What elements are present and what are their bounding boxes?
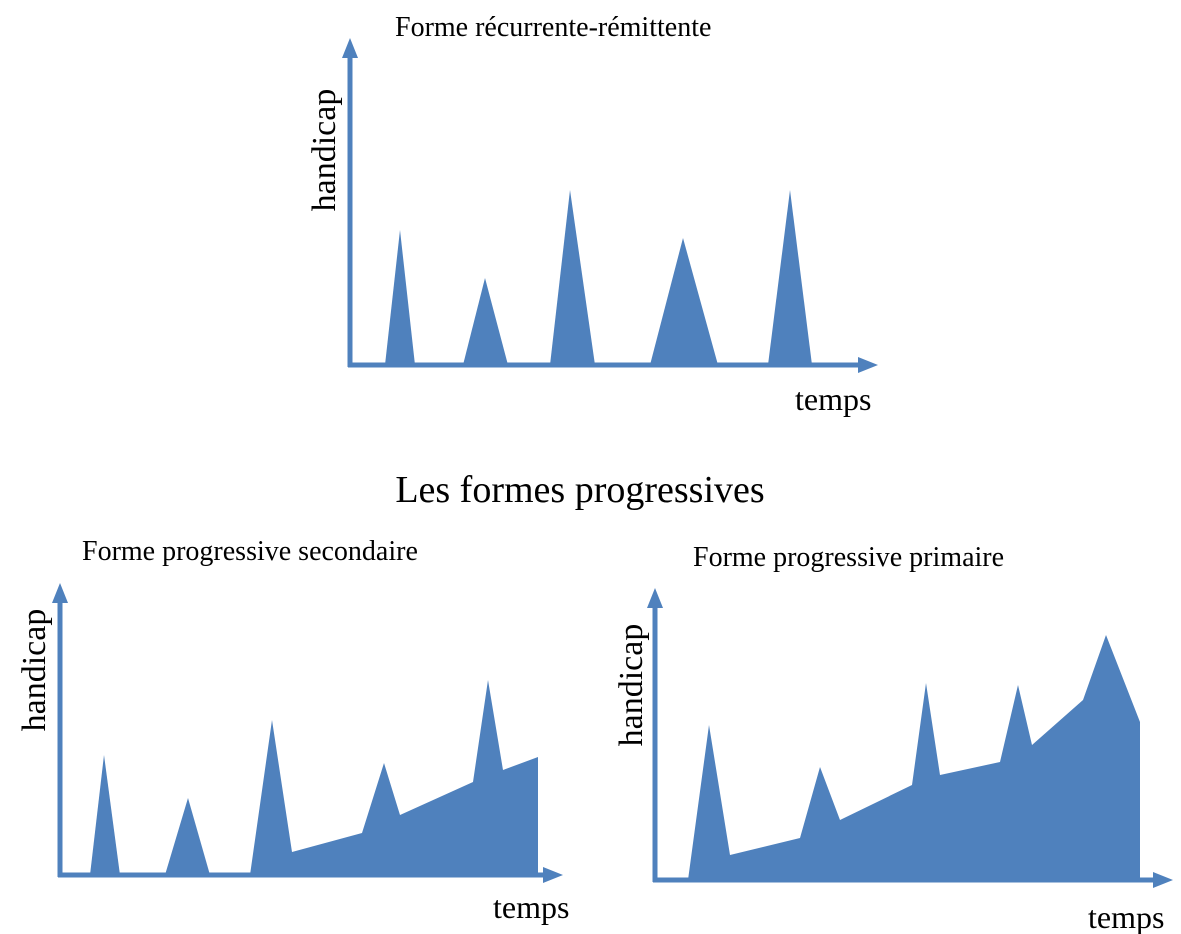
x-axis-label: temps [1088, 899, 1164, 934]
relapse [768, 190, 812, 365]
relapse [90, 755, 120, 875]
x-axis-label: temps [795, 381, 871, 417]
panel-primary: Forme progressive primaire handicap temp… [613, 542, 1173, 934]
arrowhead [858, 357, 878, 373]
relapse [650, 238, 718, 365]
relapse [463, 278, 508, 365]
section-title: Les formes progressives [395, 469, 764, 511]
panel-title: Forme progressive primaire [693, 542, 1004, 573]
panel-recurrent: Forme récurrente-rémittente handicap tem… [306, 12, 878, 417]
y-axis-label: handicap [16, 609, 53, 732]
relapse [165, 798, 210, 875]
x-axis-label: temps [493, 889, 569, 925]
arrowhead [543, 867, 563, 883]
arrowhead [52, 583, 68, 603]
arrowhead [647, 588, 663, 608]
y-axis-label: handicap [306, 89, 343, 212]
arrowhead [1153, 872, 1173, 888]
panel-title: Forme récurrente-rémittente [395, 12, 711, 43]
progression [688, 635, 1140, 880]
y-axis-label: handicap [613, 624, 650, 747]
progression [250, 680, 538, 875]
relapse [550, 190, 595, 365]
panel-title: Forme progressive secondaire [82, 536, 418, 567]
relapse [385, 230, 415, 365]
panel-secondary: Forme progressive secondaire handicap te… [16, 536, 569, 925]
arrowhead [342, 38, 358, 58]
